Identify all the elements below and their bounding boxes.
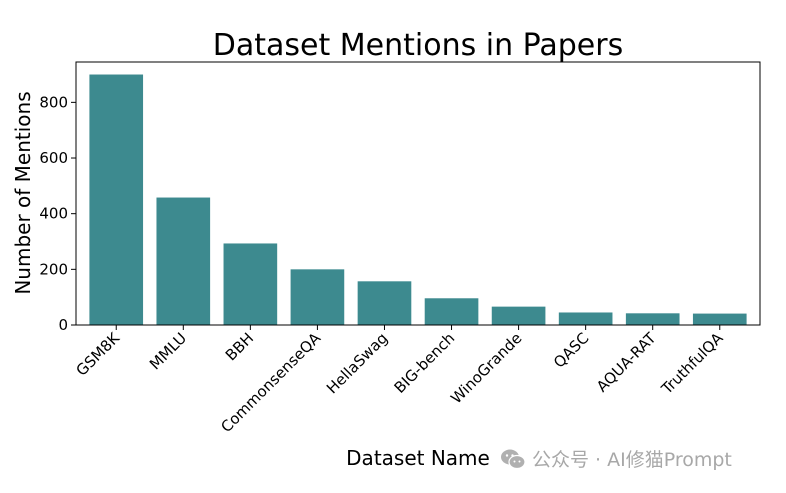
y-tick-label: 0: [58, 316, 68, 334]
x-tick-label: WinoGrande: [447, 329, 525, 407]
x-tick-label: MMLU: [146, 329, 190, 373]
bar-mmlu: [156, 197, 211, 325]
bars-layer: [89, 74, 747, 326]
watermark-text: 公众号 · AI修猫Prompt: [532, 449, 732, 471]
bar-aqua-rat: [625, 313, 680, 325]
x-tick-label: QASC: [550, 329, 592, 371]
wechat-icon: [501, 449, 526, 469]
bar-commonsenseqa: [290, 269, 345, 325]
y-axis-label: Number of Mentions: [11, 91, 35, 294]
x-tick-label: TruthfulQA: [657, 329, 727, 399]
bar-gsm8k: [89, 74, 144, 326]
chart-title: Dataset Mentions in Papers: [213, 28, 623, 63]
x-tick-label: BIG-bench: [391, 329, 459, 397]
bar-bbh: [223, 243, 278, 325]
bar-hellaswag: [357, 281, 412, 325]
x-tick-label: HellaSwag: [323, 329, 391, 397]
plot-frame: [75, 61, 761, 326]
x-axis-label: Dataset Name: [346, 446, 490, 470]
bar-winogrande: [491, 306, 546, 325]
y-tick-label: 600: [39, 149, 68, 167]
watermark: 公众号 · AI修猫Prompt: [500, 445, 732, 472]
y-tick-label: 400: [39, 205, 68, 223]
bar-qasc: [558, 312, 613, 325]
x-tick-label: BBH: [222, 329, 257, 364]
y-tick-label: 800: [39, 93, 68, 111]
x-tick-label: AQUA-RAT: [593, 329, 660, 396]
x-tick-label: GSM8K: [73, 328, 124, 379]
bar-big-bench: [424, 298, 479, 325]
bar-truthfulqa: [692, 313, 747, 325]
y-tick-label: 200: [39, 260, 68, 278]
